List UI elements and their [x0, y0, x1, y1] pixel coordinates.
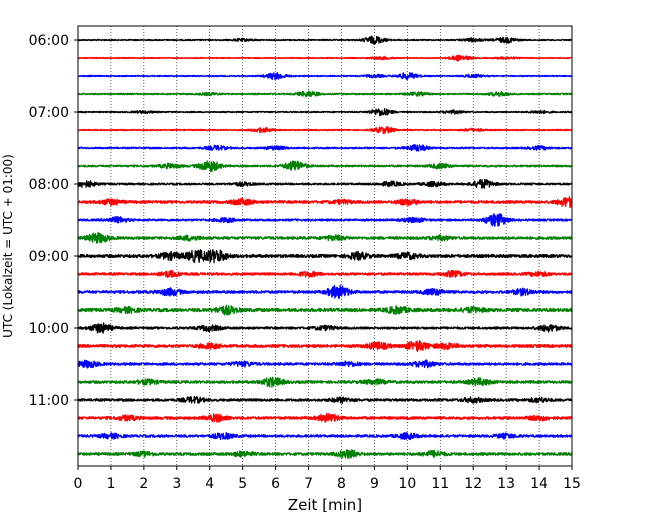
x-axis-label: Zeit [min]: [288, 496, 362, 514]
trace-0945: [77, 304, 573, 316]
trace-0845: [77, 231, 573, 244]
trace-0900: [77, 249, 573, 264]
x-tick-label: 9: [370, 476, 379, 492]
x-tick-label: 7: [304, 476, 313, 492]
trace-1130: [77, 431, 573, 441]
seismic-traces: [77, 35, 573, 460]
y-tick-label: 07:00: [29, 105, 69, 121]
x-tick-label: 1: [106, 476, 115, 492]
trace-0745: [77, 160, 573, 173]
trace-0645: [77, 90, 573, 98]
x-tick-label: 6: [271, 476, 280, 492]
trace-0615: [77, 54, 573, 62]
trace-0730: [77, 143, 573, 152]
plot-frame: [77, 25, 573, 467]
trace-0800: [77, 178, 573, 189]
trace-1045: [77, 376, 573, 388]
trace-0700: [77, 108, 573, 117]
x-tick-label: 2: [139, 476, 148, 492]
y-axis-label: UTC (Lokalzeit = UTC + 01:00): [1, 154, 15, 338]
trace-0830: [77, 213, 573, 227]
x-axis-ticks: 0 1 2 3 4 5 6 7 8 9 10 11 12 13 14 15: [74, 466, 581, 492]
x-tick-label: 13: [497, 476, 515, 492]
grid-lines: [110, 26, 540, 466]
y-axis-ticks: 06:00 07:00 08:00 09:00 10:00 11:00: [29, 33, 78, 409]
trace-0915: [77, 269, 573, 279]
x-tick-label: 5: [238, 476, 247, 492]
trace-0600: [77, 35, 573, 45]
x-tick-label: 0: [74, 476, 83, 492]
y-tick-label: 10:00: [29, 321, 69, 337]
trace-1015: [77, 339, 573, 353]
y-tick-label: 06:00: [29, 33, 69, 49]
trace-1145: [77, 449, 573, 460]
x-tick-label: 14: [530, 476, 548, 492]
trace-1000: [77, 322, 573, 334]
trace-0930: [77, 284, 573, 300]
y-tick-label: 08:00: [29, 177, 69, 193]
x-tick-label: 4: [205, 476, 214, 492]
x-tick-label: 11: [431, 476, 449, 492]
trace-0715: [77, 126, 573, 135]
trace-1030: [77, 359, 573, 369]
x-tick-label: 15: [563, 476, 581, 492]
trace-1115: [77, 412, 573, 423]
x-tick-label: 3: [172, 476, 181, 492]
x-tick-label: 12: [464, 476, 482, 492]
x-tick-label: 10: [398, 476, 416, 492]
trace-0630: [77, 71, 573, 81]
y-tick-label: 09:00: [29, 249, 69, 265]
y-tick-label: 11:00: [29, 393, 69, 409]
trace-0815: [77, 196, 573, 209]
trace-1100: [77, 395, 573, 404]
x-tick-label: 8: [337, 476, 346, 492]
